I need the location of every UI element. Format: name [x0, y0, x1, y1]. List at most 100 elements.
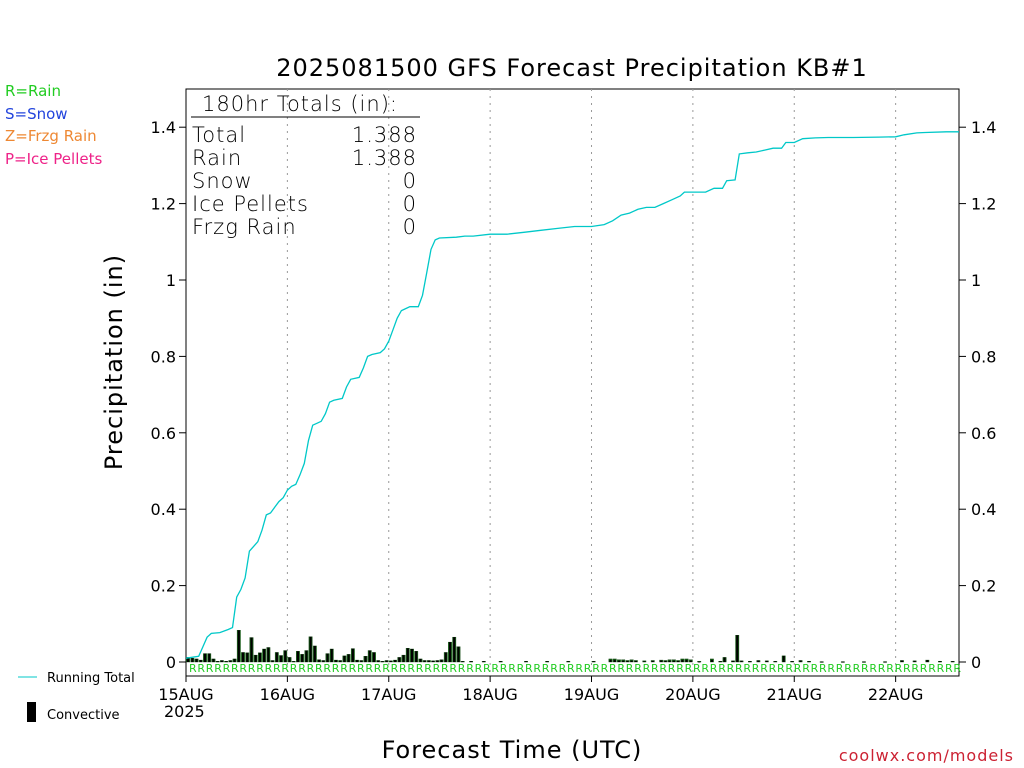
convective-bar: [689, 660, 692, 662]
legend-frzg-rain: Z=Frzg Rain: [5, 127, 97, 145]
convective-bar: [440, 659, 443, 662]
ptype-symbol: R: [206, 662, 214, 675]
ptype-symbol: R: [391, 662, 399, 675]
convective-bar: [339, 660, 342, 662]
convective-bar: [394, 660, 397, 662]
ptype-symbol: R: [735, 662, 743, 675]
ptype-symbol: R: [836, 662, 844, 675]
convective-bar: [212, 658, 215, 662]
convective-bar: [368, 650, 371, 662]
ptype-symbol: R: [584, 662, 592, 675]
x-tick-label: 21AUG: [767, 685, 822, 704]
ptype-symbol: R: [231, 662, 239, 675]
convective-bar: [613, 659, 616, 662]
convective-bar: [685, 659, 688, 662]
ptype-symbol: R: [802, 662, 810, 675]
ptype-symbol: R: [525, 662, 533, 675]
ptype-symbol: R: [315, 662, 323, 675]
convective-bar: [427, 660, 430, 662]
convective-bar: [710, 659, 713, 662]
ptype-symbol: R: [550, 662, 558, 675]
convective-bar: [199, 660, 202, 662]
convective-bar: [263, 649, 266, 662]
ptype-symbol: R: [617, 662, 625, 675]
ptype-symbol: R: [307, 662, 315, 675]
ptype-symbol: R: [718, 662, 726, 675]
ptype-symbol: R: [290, 662, 298, 675]
ptype-symbol: R: [609, 662, 617, 675]
ptype-symbol: R: [248, 662, 256, 675]
y-tick-label-right: 0.6: [971, 424, 996, 443]
convective-bar: [461, 661, 464, 663]
convective-bar: [660, 660, 663, 662]
y-tick-label-left: 1.2: [151, 195, 176, 214]
convective-bar: [195, 658, 198, 662]
ptype-symbol: R: [189, 662, 197, 675]
convective-bar: [305, 650, 308, 662]
convective-bar: [191, 658, 194, 662]
ptype-symbol: R: [819, 662, 827, 675]
convective-bar: [807, 661, 811, 663]
convective-bar: [419, 658, 422, 662]
convective-bar: [630, 660, 633, 662]
convective-bar: [748, 661, 751, 663]
convective-legend-label: Convective: [47, 708, 120, 723]
convective-bar: [432, 660, 435, 662]
convective-bar: [448, 642, 452, 662]
convective-bar: [926, 660, 929, 662]
ptype-symbol: R: [399, 662, 407, 675]
convective-bar: [322, 660, 325, 662]
ptype-symbol: R: [752, 662, 760, 675]
convective-bar: [672, 660, 675, 662]
totals-box: 180hr Totals (in): Total 1.388 Rain 1.38…: [191, 92, 420, 239]
y-tick-label-left: 1.4: [151, 118, 176, 137]
ptype-symbol: R: [197, 662, 205, 675]
ptype-symbol: R: [357, 662, 365, 675]
convective-bar: [406, 648, 409, 662]
convective-bar: [233, 658, 236, 662]
ptype-legend: R=Rain S=Snow Z=Frzg Rain P=Ice Pellets: [5, 82, 102, 168]
ptype-symbol: R: [878, 662, 886, 675]
ptype-symbol: R: [895, 662, 903, 675]
totals-label-snow: Snow: [192, 169, 253, 193]
convective-bar: [347, 654, 350, 662]
y-axis-title: Precipitation (in): [100, 254, 128, 470]
convective-bar: [360, 660, 363, 662]
convective-bar: [250, 637, 253, 662]
y-tick-label-left: 0.4: [151, 500, 176, 519]
convective-bar: [698, 661, 701, 663]
y-tick-label-left: 0.2: [151, 577, 176, 596]
ptype-symbol: R: [685, 662, 693, 675]
y-tick-label-left: 0.8: [151, 347, 176, 366]
ptype-symbol: R: [340, 662, 348, 675]
ptype-symbol: R: [886, 662, 894, 675]
convective-bar: [820, 661, 823, 663]
totals-label-frzg-rain: Frzg Rain: [192, 215, 297, 239]
totals-value-ice-pellets: 0: [403, 192, 417, 216]
convective-bar: [634, 660, 637, 662]
convective-bar: [436, 660, 439, 662]
convective-bar: [524, 661, 528, 663]
ptype-symbol: R: [433, 662, 441, 675]
convective-bar: [883, 661, 887, 663]
convective-bar: [355, 660, 359, 662]
x-tick-label: 17AUG: [361, 685, 416, 704]
convective-bar: [237, 630, 240, 662]
ptype-symbol: R: [844, 662, 852, 675]
convective-bar: [736, 635, 739, 662]
ptype-symbol: R: [458, 662, 466, 675]
ptype-symbol: R: [693, 662, 701, 675]
y-tick-label-right: 1: [971, 271, 981, 290]
convective-bar: [546, 661, 549, 663]
ptype-symbol: R: [634, 662, 642, 675]
convective-bar: [731, 660, 735, 662]
convective-bar: [482, 661, 485, 663]
x-tick-label: 15AUG: [158, 685, 213, 704]
totals-value-rain: 1.388: [352, 146, 417, 170]
ptype-symbol: R: [701, 662, 709, 675]
ptype-symbol: R: [491, 662, 499, 675]
legend-snow: S=Snow: [5, 105, 68, 123]
convective-bar: [334, 660, 338, 662]
ptype-symbol: R: [601, 662, 609, 675]
